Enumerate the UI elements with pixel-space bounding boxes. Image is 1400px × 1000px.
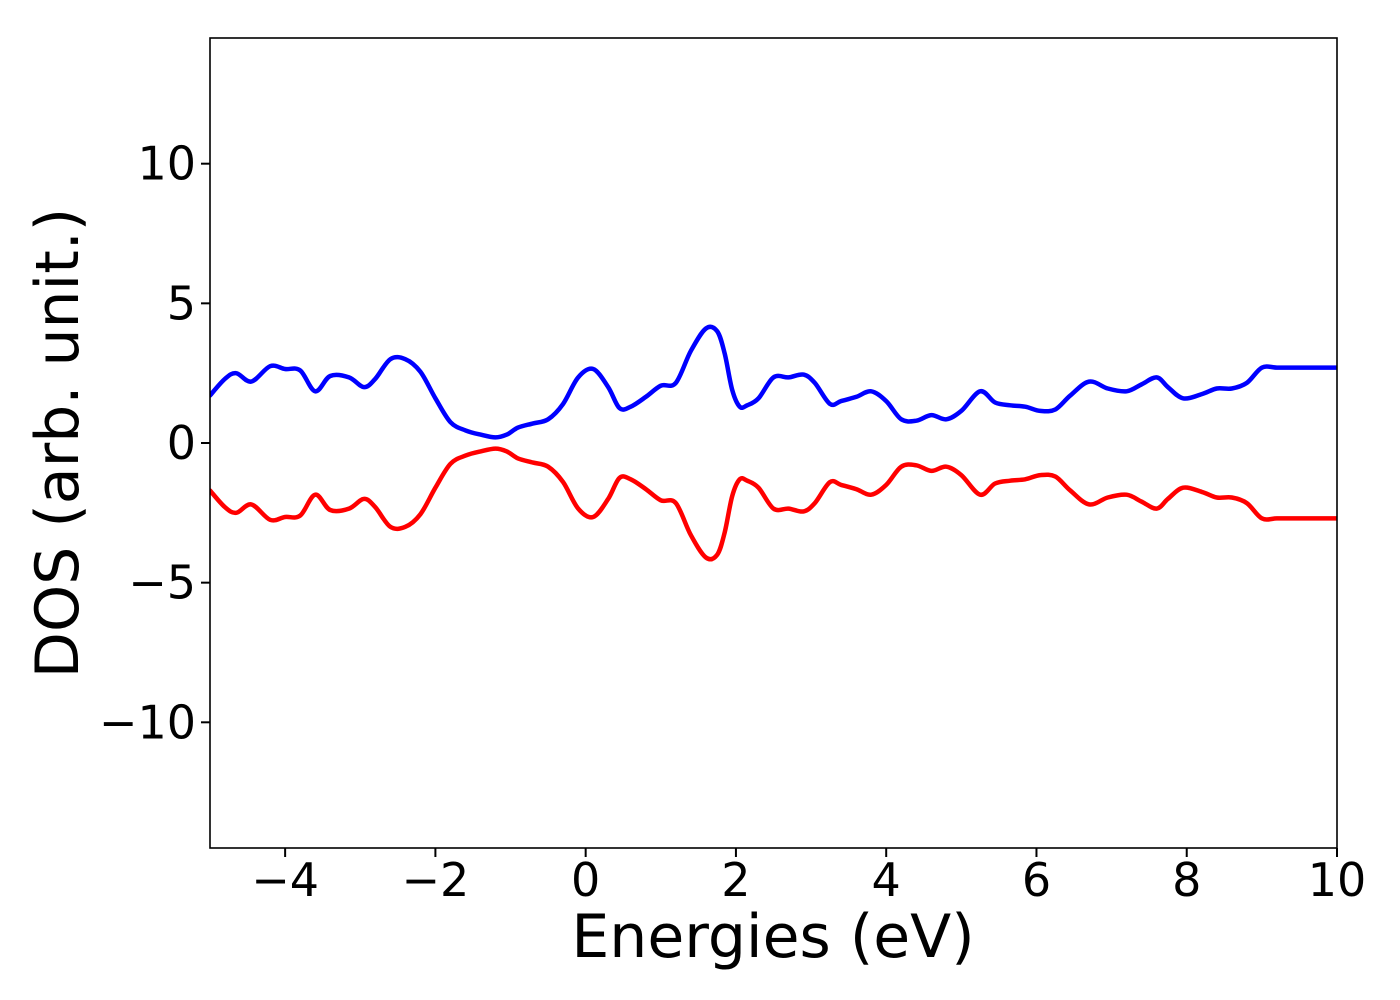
x-tick-label: −4 xyxy=(251,853,319,907)
y-axis-label: DOS (arb. unit.) xyxy=(23,208,93,678)
x-tick-label: −2 xyxy=(401,853,469,907)
x-tick-label: 0 xyxy=(571,853,600,907)
y-tick-label: −5 xyxy=(128,556,196,610)
x-tick-label: 8 xyxy=(1172,853,1201,907)
x-tick-label: 6 xyxy=(1022,853,1051,907)
x-axis-label: Energies (eV) xyxy=(571,902,974,972)
series-line-1 xyxy=(210,324,1337,440)
y-tick-label: 0 xyxy=(167,416,196,470)
x-axis-ticks: −4 −2 0 2 4 6 8 10 xyxy=(251,848,1366,907)
x-tick-label: 2 xyxy=(721,853,750,907)
plot-background xyxy=(210,38,1337,848)
y-tick-label: 10 xyxy=(137,137,196,191)
x-tick-label: 10 xyxy=(1308,853,1367,907)
series-layer xyxy=(210,324,1337,562)
y-axis-ticks: −10 −5 0 5 10 xyxy=(99,137,210,749)
y-tick-label: −10 xyxy=(99,695,196,749)
x-tick-label: 4 xyxy=(872,853,901,907)
y-tick-label: 5 xyxy=(167,276,196,330)
series-line-2 xyxy=(210,446,1337,562)
